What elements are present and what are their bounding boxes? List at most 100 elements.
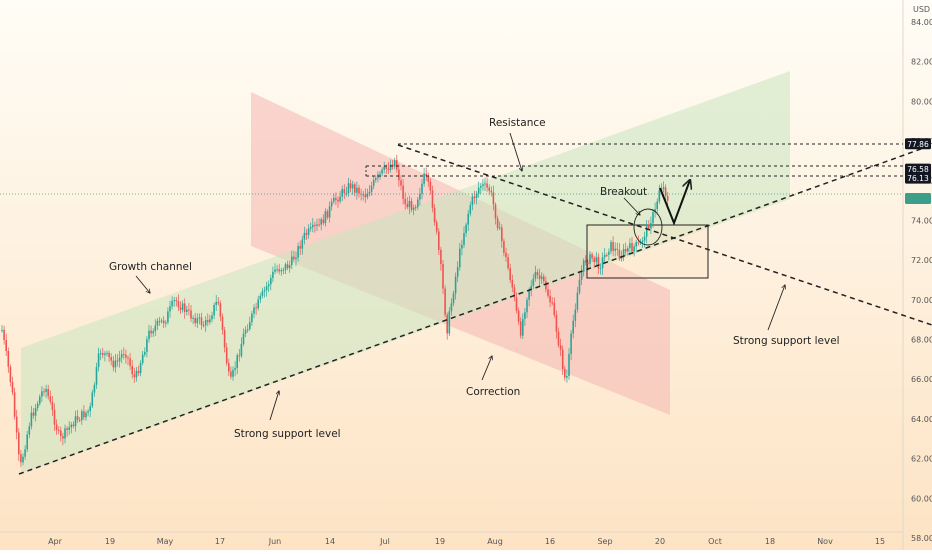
candle-body — [578, 279, 581, 293]
candle-body — [213, 304, 215, 316]
candle-body — [654, 209, 656, 213]
candle-body — [568, 353, 570, 377]
candle-body — [328, 206, 331, 218]
candle-body — [442, 264, 444, 289]
support-left-pointer — [269, 391, 279, 421]
candle-body — [72, 424, 75, 427]
candle-body — [110, 357, 112, 361]
label-correction: Correction — [466, 386, 520, 398]
x-tick-label: Nov — [817, 537, 833, 546]
candle-body — [234, 368, 236, 370]
candle-body — [482, 184, 484, 187]
candle-body — [102, 353, 104, 355]
candle-body — [114, 360, 117, 368]
label-support-right: Strong support level — [733, 335, 840, 347]
candle-body — [498, 227, 501, 229]
candle-body — [106, 352, 108, 354]
candle-body — [351, 184, 354, 189]
candle-body — [123, 354, 125, 356]
candle-body — [284, 264, 287, 270]
candle-body — [519, 321, 522, 336]
breakout-circle — [633, 208, 663, 246]
candle-body — [78, 419, 81, 421]
candle-body — [524, 312, 526, 320]
candle-body — [593, 258, 595, 262]
y-tick-label: 80.00 — [911, 97, 932, 106]
candle-body — [509, 268, 511, 280]
candle-body — [429, 181, 432, 191]
candle-body — [169, 306, 171, 312]
candle-body — [200, 317, 203, 326]
candle-body — [561, 349, 564, 369]
candle-body — [587, 262, 589, 264]
candle-body — [477, 187, 480, 194]
candle-body — [249, 322, 251, 330]
candle-body — [608, 251, 610, 255]
candle-body — [267, 284, 270, 287]
candle-body — [299, 246, 301, 249]
candle-body — [175, 300, 178, 302]
candle-body — [36, 403, 39, 408]
candle-body — [150, 330, 152, 334]
candle-body — [307, 228, 310, 235]
candle-body — [51, 401, 54, 410]
candle-body — [391, 164, 394, 167]
candle-body — [637, 242, 640, 244]
candle-body — [186, 309, 188, 312]
candle-body — [76, 416, 79, 420]
candle-body — [236, 355, 238, 369]
candle-body — [540, 276, 543, 280]
candle-body — [167, 311, 169, 323]
candle-body — [650, 223, 652, 229]
candle-body — [452, 293, 455, 304]
candle-body — [616, 248, 619, 250]
candle-body — [265, 286, 268, 291]
candle-body — [549, 295, 551, 303]
candle-body — [343, 189, 346, 194]
label-support-left: Strong support level — [234, 428, 341, 440]
candle-body — [87, 411, 89, 413]
candle-body — [127, 357, 129, 359]
candle-body — [410, 200, 413, 210]
candle-body — [183, 303, 186, 312]
candle-body — [221, 316, 224, 330]
candle-body — [13, 392, 16, 417]
candle-body — [347, 183, 350, 194]
candle-body — [618, 249, 621, 259]
y-tick-label: 62.00 — [911, 455, 932, 464]
candle-body — [471, 196, 474, 206]
candle-body — [463, 233, 465, 245]
candle-body — [664, 187, 667, 196]
resistance-pointer — [509, 132, 522, 171]
candle-body — [165, 322, 167, 324]
y-tick-label: 70.00 — [911, 296, 932, 305]
candle-body — [622, 248, 625, 257]
candle-body — [398, 169, 400, 181]
candle-body — [228, 363, 230, 372]
candle-body — [104, 353, 106, 355]
candle-body — [244, 330, 247, 334]
candle-body — [303, 232, 306, 240]
candle-body — [412, 207, 415, 210]
candle-body — [133, 374, 136, 378]
candle-body — [522, 319, 524, 336]
candle-body — [503, 240, 505, 253]
currency-label: USD — [913, 5, 930, 14]
candle-body — [5, 340, 7, 351]
growth-channel-pointer — [135, 275, 150, 293]
candle-body — [366, 193, 369, 198]
candle-body — [152, 331, 154, 334]
candle-body — [9, 366, 12, 382]
x-tick-label: 18 — [765, 537, 775, 546]
candle-body — [456, 267, 459, 277]
candle-body — [658, 190, 661, 202]
candle-body — [47, 388, 49, 397]
candle-body — [89, 406, 91, 412]
label-resistance: Resistance — [489, 117, 546, 129]
candle-body — [112, 360, 115, 368]
candle-body — [66, 428, 68, 430]
candle-body — [370, 185, 373, 192]
y-tick-label: 82.00 — [911, 58, 932, 67]
price-badge — [905, 163, 931, 175]
